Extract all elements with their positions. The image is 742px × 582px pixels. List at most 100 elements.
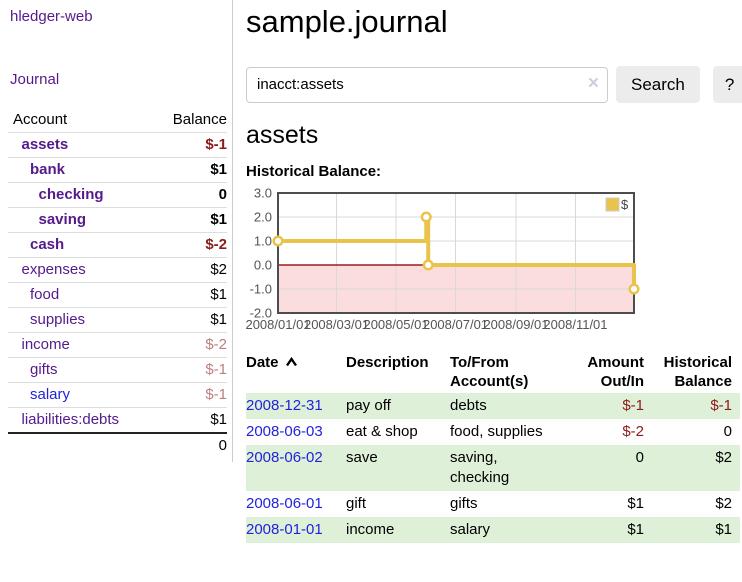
- legend-swatch: [605, 197, 620, 212]
- data-point-marker: [628, 283, 640, 295]
- account-balance: $1: [210, 211, 227, 228]
- transaction-date-link[interactable]: 2008-06-02: [246, 449, 323, 466]
- account-balance: $2: [210, 261, 227, 278]
- app-title-link[interactable]: hledger-web: [10, 8, 93, 25]
- transaction-amount: $-1: [570, 393, 652, 419]
- account-balance: $-2: [205, 336, 227, 353]
- data-point-marker: [420, 211, 432, 223]
- register-row: 2008-06-02 save saving, checking 0 $2: [246, 445, 740, 491]
- transaction-balance: $1: [652, 517, 740, 543]
- register-header-row: Date Description To/From Account(s) Amou…: [246, 351, 740, 393]
- account-row: expenses $2: [8, 257, 227, 282]
- account-heading: assets: [246, 121, 319, 149]
- sidebar-account-link[interactable]: income: [21, 336, 70, 353]
- svg-text:2008/05/01: 2008/05/01: [363, 317, 428, 332]
- svg-text:2008/01/01: 2008/01/01: [245, 317, 310, 332]
- sidebar-account-link[interactable]: checking: [38, 186, 104, 203]
- transaction-balance: 0: [723, 423, 732, 440]
- sidebar-account-link[interactable]: assets: [21, 136, 69, 153]
- transaction-amount: $1: [627, 495, 644, 512]
- account-balance: $1: [210, 411, 227, 428]
- transaction-accounts: food, supplies: [450, 423, 543, 440]
- svg-text:3.0: 3.0: [254, 186, 272, 201]
- sort-ascending-icon: [285, 354, 298, 371]
- transaction-balance: $2: [652, 445, 740, 491]
- transaction-date-link[interactable]: 2008-06-03: [246, 423, 323, 440]
- account-row: salary $-1: [8, 382, 227, 407]
- sidebar-item-journal[interactable]: Journal: [10, 71, 60, 88]
- accounts-total-row: 0: [8, 432, 227, 458]
- account-column-header: Account: [13, 111, 68, 128]
- app-layout: hledger-web Journal Account Balance asse…: [0, 0, 742, 543]
- account-balance: $1: [210, 161, 227, 178]
- accounts-rows: assets $-1 bank $1 checking 0 saving $1 cash $-2 e…: [8, 132, 227, 432]
- register-row: 2008-06-01 gift gifts $1 $2: [246, 491, 740, 517]
- account-row: income $-2: [8, 332, 227, 357]
- search-form: × Search ?: [246, 66, 742, 103]
- legend-label: $: [621, 197, 629, 212]
- account-row: assets $-1: [8, 132, 227, 157]
- register-row: 2008-06-03 eat & shop food, supplies $-2 0: [246, 419, 740, 445]
- account-row: gifts $-1: [8, 357, 227, 382]
- data-point-marker: [422, 259, 434, 271]
- clear-search-icon[interactable]: ×: [587, 72, 599, 94]
- transaction-description: income: [346, 517, 450, 543]
- accounts-total-value: 0: [218, 437, 227, 454]
- accounts-table-header: Account Balance: [8, 108, 227, 132]
- sidebar-account-link[interactable]: salary: [30, 386, 71, 403]
- transaction-description: save: [346, 445, 450, 491]
- accounts-table: Account Balance assets $-1 bank $1 checking 0…: [8, 108, 227, 458]
- svg-text:2008/11/01: 2008/11/01: [543, 317, 607, 332]
- sidebar-account-link[interactable]: gifts: [30, 361, 58, 378]
- account-balance: $1: [210, 311, 227, 328]
- svg-text:-2.0: -2.0: [250, 306, 272, 321]
- account-row: supplies $1: [8, 307, 227, 332]
- sidebar: hledger-web Journal Account Balance asse…: [0, 0, 233, 462]
- column-header-amount: Amount Out/In: [587, 354, 644, 390]
- help-button[interactable]: ?: [712, 66, 742, 103]
- page-title: sample.journal: [246, 4, 448, 39]
- svg-text:2008/03/01: 2008/03/01: [304, 317, 369, 332]
- sidebar-account-link[interactable]: food: [30, 286, 60, 303]
- transaction-description: eat & shop: [346, 423, 418, 440]
- column-header-accounts: To/From Account(s): [450, 354, 529, 390]
- account-balance: $1: [210, 286, 227, 303]
- sidebar-account-link[interactable]: cash: [30, 236, 65, 253]
- transaction-balance: $2: [715, 495, 732, 512]
- chart-title: Historical Balance:: [246, 163, 382, 180]
- account-row: food $1: [8, 282, 227, 307]
- sidebar-account-link[interactable]: supplies: [30, 311, 86, 328]
- sidebar-account-link[interactable]: liabilities:debts: [21, 411, 120, 428]
- transaction-accounts: salary: [450, 517, 570, 543]
- svg-text:1.0: 1.0: [254, 234, 272, 249]
- sidebar-account-link[interactable]: bank: [30, 161, 66, 178]
- historical-balance-chart: 3.0 2.0 1.0 0.0 -1.0 -2.0 2008/01/01 2008/03/01…: [245, 186, 640, 339]
- column-header-balance: Historical Balance: [663, 354, 732, 390]
- transaction-date-link[interactable]: 2008-06-01: [246, 495, 323, 512]
- sidebar-account-link[interactable]: expenses: [21, 261, 86, 278]
- svg-text:-1.0: -1.0: [250, 282, 272, 297]
- account-row: bank $1: [8, 157, 227, 182]
- svg-text:0.0: 0.0: [254, 258, 272, 273]
- transaction-amount: $-2: [622, 423, 644, 440]
- column-header-description: Description: [346, 354, 429, 371]
- account-row: cash $-2: [8, 232, 227, 257]
- account-row: saving $1: [8, 207, 227, 232]
- transaction-amount: 0: [570, 445, 652, 491]
- account-balance: $-2: [205, 236, 227, 253]
- main-content: sample.journal × Search ? assets Histori…: [245, 0, 742, 543]
- transaction-amount: $1: [570, 517, 652, 543]
- transaction-description: pay off: [346, 393, 450, 419]
- sidebar-account-link[interactable]: saving: [38, 211, 87, 228]
- register-row: 2008-01-01 income salary $1 $1: [246, 517, 740, 543]
- transaction-date-link[interactable]: 2008-01-01: [246, 521, 323, 538]
- account-balance: $-1: [205, 136, 227, 153]
- column-header-date[interactable]: Date: [246, 351, 346, 393]
- svg-text:2.0: 2.0: [254, 210, 272, 225]
- transaction-balance: $-1: [652, 393, 740, 419]
- transaction-accounts: gifts: [450, 495, 478, 512]
- search-input[interactable]: [246, 66, 608, 103]
- transaction-date-link[interactable]: 2008-12-31: [246, 397, 323, 414]
- data-point-marker: [272, 235, 284, 247]
- search-button[interactable]: Search: [616, 66, 700, 103]
